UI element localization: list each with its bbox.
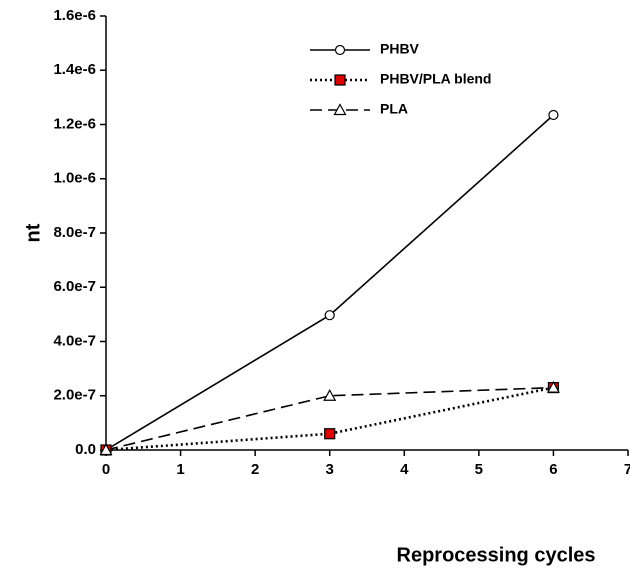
x-tick-label: 3 bbox=[326, 461, 334, 478]
y-tick-label: 4.0e-7 bbox=[53, 332, 96, 349]
x-tick-label: 0 bbox=[102, 461, 110, 478]
legend-label: PLA bbox=[380, 101, 408, 117]
series-line bbox=[105, 386, 554, 451]
legend-label: PHBV bbox=[380, 41, 420, 57]
x-tick-label: 1 bbox=[176, 461, 184, 478]
y-tick-label: 2.0e-7 bbox=[53, 387, 96, 404]
y-tick-label: 8.0e-7 bbox=[53, 224, 96, 241]
y-tick-label: 0.0 bbox=[75, 441, 96, 458]
marker bbox=[546, 380, 560, 393]
x-tick-label: 5 bbox=[475, 461, 483, 478]
marker bbox=[99, 443, 113, 456]
legend-marker bbox=[334, 74, 346, 86]
y-tick-label: 1.2e-6 bbox=[53, 115, 96, 132]
y-tick-label: 1.4e-6 bbox=[53, 61, 96, 78]
x-axis-label: Reprocessing cycles bbox=[397, 544, 596, 566]
x-tick-label: 4 bbox=[400, 461, 409, 478]
y-tick-label: 1.0e-6 bbox=[53, 170, 96, 187]
x-tick-label: 6 bbox=[549, 461, 557, 478]
series-line bbox=[105, 386, 554, 452]
x-tick-label: 2 bbox=[251, 461, 259, 478]
x-tick-label: 7 bbox=[624, 461, 630, 478]
legend-marker bbox=[334, 44, 346, 56]
y-tick-label: 1.6e-6 bbox=[53, 7, 96, 24]
y-tick-label: 6.0e-7 bbox=[53, 278, 96, 295]
legend-marker bbox=[333, 103, 347, 116]
marker bbox=[548, 109, 559, 121]
marker bbox=[323, 389, 337, 401]
y-axis-label: nt bbox=[22, 223, 44, 242]
legend-label: PHBV/PLA blend bbox=[380, 71, 492, 87]
marker bbox=[324, 428, 336, 440]
marker bbox=[324, 310, 335, 321]
